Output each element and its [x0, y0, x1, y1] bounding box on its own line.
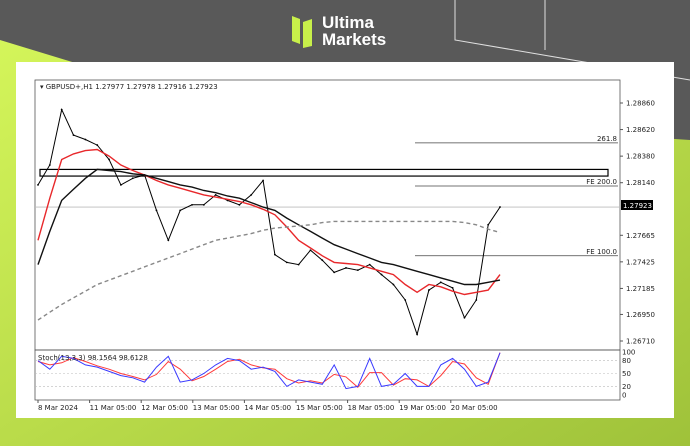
stoch-level-label: 50 — [622, 370, 631, 378]
x-tick-label: 8 Mar 2024 — [38, 404, 78, 412]
stoch-level-label: 0 — [622, 392, 626, 400]
stoch-level-label: 100 — [622, 349, 635, 357]
price-point — [48, 164, 51, 166]
x-tick-label: 12 Mar 05:00 — [141, 404, 188, 412]
price-point — [179, 209, 182, 212]
y-tick-label: 1.27425 — [626, 258, 655, 266]
stoch-level-label: 20 — [622, 383, 631, 391]
price-point — [428, 289, 430, 291]
price-point — [380, 273, 383, 276]
price-point — [250, 193, 253, 196]
x-tick-label: 14 Mar 05:00 — [244, 404, 291, 412]
price-point — [60, 108, 63, 111]
price-point — [356, 269, 359, 272]
x-tick-label: 19 Mar 05:00 — [399, 404, 446, 412]
ma-slow-line — [37, 168, 501, 286]
price-point — [96, 144, 99, 146]
x-tick-label: 20 Mar 05:00 — [451, 404, 498, 412]
stoch-label: Stoch(13,3,3) 98.1564 98.6128 — [38, 354, 148, 362]
y-tick-label: 1.27665 — [626, 232, 655, 240]
y-tick-label: 1.26710 — [626, 338, 655, 346]
y-tick-label: 1.27185 — [626, 285, 655, 293]
fib-level-label: FE 200.0 — [586, 178, 617, 186]
price-point — [463, 316, 466, 319]
price-point — [333, 271, 336, 274]
price-point — [392, 283, 395, 286]
current-price-label: 1.27923 — [623, 202, 652, 210]
price-point — [131, 177, 134, 180]
price-point — [285, 261, 288, 264]
logo-text-line1: Ultima — [322, 13, 374, 32]
y-tick-label: 1.28140 — [626, 179, 655, 187]
price-point — [368, 263, 371, 266]
price-point — [120, 184, 122, 186]
current-price-tag — [621, 200, 653, 210]
stoch-signal-line — [37, 352, 501, 389]
stoch-pane-frame — [34, 349, 621, 401]
price-point — [297, 263, 300, 266]
x-tick-label: 18 Mar 05:00 — [348, 404, 395, 412]
stoch-main-line — [37, 352, 501, 390]
ma-long-dashed-line — [37, 220, 501, 321]
price-point — [309, 249, 312, 252]
ma-fast-line — [37, 148, 501, 296]
price-point — [238, 203, 241, 206]
main-pane-frame — [34, 79, 621, 351]
price-point — [416, 333, 418, 336]
price-point — [321, 259, 324, 262]
price-point — [262, 179, 264, 182]
ultima-markets-logo: Ultima Markets — [292, 14, 386, 48]
price-point — [499, 206, 501, 208]
price-point — [191, 203, 193, 206]
x-tick-label: 13 Mar 05:00 — [193, 404, 240, 412]
resistance-zone — [39, 168, 609, 177]
price-point — [451, 286, 454, 289]
fib-level-label: 261.8 — [597, 135, 617, 143]
price-point — [108, 158, 110, 161]
x-tick-label: 11 Mar 05:00 — [90, 404, 137, 412]
price-point — [345, 267, 347, 269]
price-point — [214, 193, 217, 196]
stoch-level-label: 80 — [622, 357, 631, 365]
price-point — [274, 253, 276, 256]
price-point — [475, 299, 478, 301]
chart-title: ▾ GBPUSD+,H1 1.27977 1.27978 1.27916 1.2… — [40, 83, 218, 91]
y-tick-label: 1.28380 — [626, 153, 655, 161]
price-point — [155, 209, 158, 212]
logo-mark-icon — [292, 16, 312, 48]
price-point — [37, 184, 39, 186]
y-tick-label: 1.28620 — [626, 126, 655, 134]
price-point — [439, 281, 442, 284]
price-point — [167, 239, 170, 242]
chart-dropdown-icon: ▾ — [40, 83, 46, 91]
y-tick-label: 1.28860 — [626, 100, 655, 108]
chart-card — [16, 62, 674, 418]
x-tick-label: 15 Mar 05:00 — [296, 404, 343, 412]
logo-text-line2: Markets — [322, 30, 387, 49]
price-point — [72, 134, 75, 137]
fib-level-label: FE 100.0 — [586, 248, 617, 256]
price-point — [404, 299, 407, 301]
price-point — [202, 203, 205, 206]
y-tick-label: 1.26950 — [626, 311, 655, 319]
price-line — [37, 108, 501, 337]
price-point — [84, 138, 87, 141]
price-point — [487, 223, 490, 226]
